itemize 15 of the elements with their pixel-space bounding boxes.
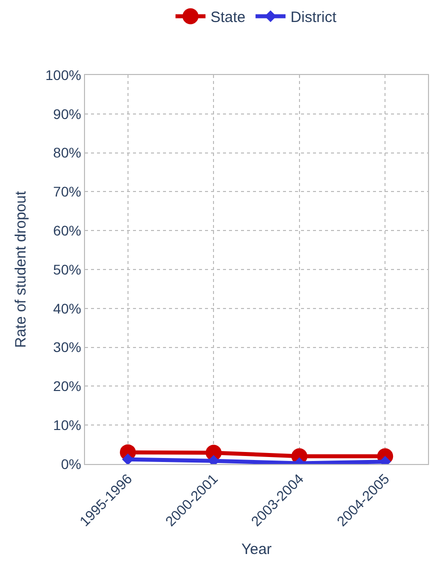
legend-label: State bbox=[210, 9, 246, 26]
y-tick-label: 40% bbox=[53, 300, 82, 316]
y-tick-label: 10% bbox=[53, 417, 82, 433]
y-tick-label: 30% bbox=[53, 339, 82, 356]
y-axis-title: Rate of student dropout bbox=[12, 190, 30, 348]
y-tick-label: 60% bbox=[53, 222, 82, 238]
y-tick-label: 0% bbox=[60, 456, 82, 472]
y-tick-label: 50% bbox=[53, 261, 82, 278]
y-tick-label: 70% bbox=[53, 184, 82, 200]
x-axis-title: Year bbox=[241, 541, 272, 558]
y-tick-label: 80% bbox=[53, 144, 82, 161]
y-tick-label: 90% bbox=[53, 106, 82, 122]
legend-label: District bbox=[290, 9, 338, 26]
y-tick-label: 20% bbox=[53, 378, 82, 394]
y-tick-label: 100% bbox=[45, 66, 82, 83]
